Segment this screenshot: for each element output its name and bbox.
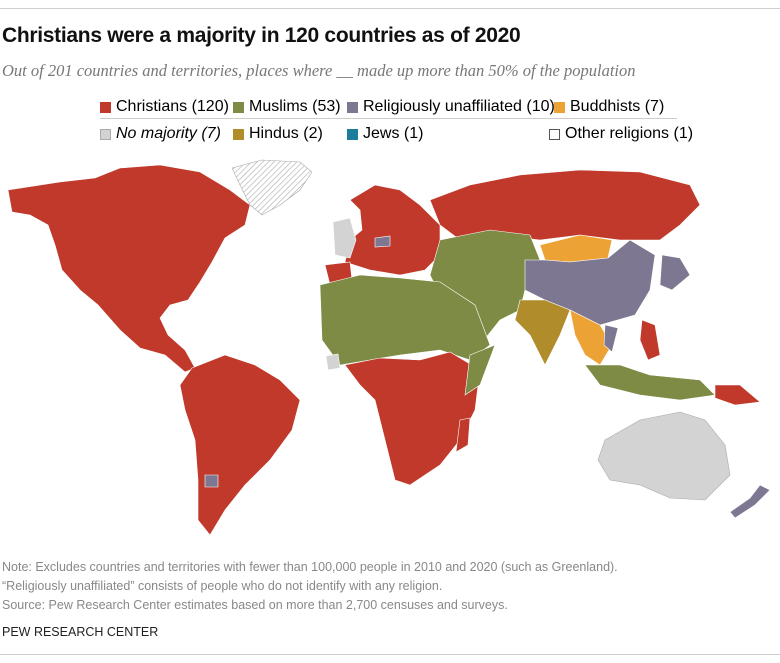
note-line-1: Note: Excludes countries and territories… xyxy=(2,560,618,574)
legend-divider xyxy=(100,118,677,119)
region-europe xyxy=(344,184,441,276)
legend-item-hindus: Hindus (2) xyxy=(233,125,323,143)
region-madagascar xyxy=(455,417,471,453)
region-indonesia xyxy=(584,364,716,401)
top-rule xyxy=(0,8,780,9)
legend-swatch xyxy=(554,101,565,113)
region-czech xyxy=(374,235,391,248)
region-australia xyxy=(597,411,731,501)
brand-footer: PEW RESEARCH CENTER xyxy=(2,625,159,639)
region-philippines xyxy=(639,319,661,361)
region-korea-japan xyxy=(659,254,691,291)
world-map xyxy=(7,159,771,536)
legend-label: No majority (7) xyxy=(116,125,221,142)
region-india xyxy=(514,299,571,366)
legend-item-buddhists: Buddhists (7) xyxy=(554,98,664,116)
region-png xyxy=(714,384,761,406)
legend-swatch xyxy=(549,128,560,140)
region-russia xyxy=(429,169,701,241)
region-south-america xyxy=(179,354,301,536)
legend-label: Other religions (1) xyxy=(565,125,694,142)
region-uruguay xyxy=(204,474,219,488)
chart-title: Christians were a majority in 120 countr… xyxy=(2,24,521,47)
region-mongolia xyxy=(539,234,613,263)
legend-swatch xyxy=(233,101,244,113)
region-north-america xyxy=(7,164,251,373)
region-greenland xyxy=(231,159,313,216)
region-sierra-leone xyxy=(325,353,341,371)
note-line-2: “Religiously unaffiliated” consists of p… xyxy=(2,579,443,593)
legend-swatch xyxy=(347,101,358,113)
region-vietnam xyxy=(603,324,619,353)
legend-item-other: Other religions (1) xyxy=(549,125,693,143)
legend-label: Jews (1) xyxy=(363,125,424,142)
legend-item-muslims: Muslims (53) xyxy=(233,98,341,116)
bottom-rule xyxy=(0,654,780,655)
region-somalia xyxy=(464,344,496,396)
legend-label: Christians (120) xyxy=(116,98,229,115)
chart-subtitle: Out of 201 countries and territories, pl… xyxy=(2,61,636,80)
legend-swatch xyxy=(100,128,111,140)
legend-item-unaffiliated: Religiously unaffiliated (10) xyxy=(347,98,555,116)
legend-swatch xyxy=(233,128,244,140)
legend-item-christians: Christians (120) xyxy=(100,98,229,116)
region-sub-saharan-africa xyxy=(344,351,481,486)
legend-label: Hindus (2) xyxy=(249,125,323,142)
legend-item-no-majority: No majority (7) xyxy=(100,125,221,143)
legend-label: Muslims (53) xyxy=(249,98,341,115)
legend-item-jews: Jews (1) xyxy=(347,125,423,143)
region-uk xyxy=(332,217,357,259)
legend-swatch xyxy=(347,128,358,140)
legend-label: Religiously unaffiliated (10) xyxy=(363,98,555,115)
legend-swatch xyxy=(100,101,111,113)
region-new-zealand xyxy=(729,484,771,519)
legend-label: Buddhists (7) xyxy=(570,98,665,115)
source-line: Source: Pew Research Center estimates ba… xyxy=(2,598,508,612)
